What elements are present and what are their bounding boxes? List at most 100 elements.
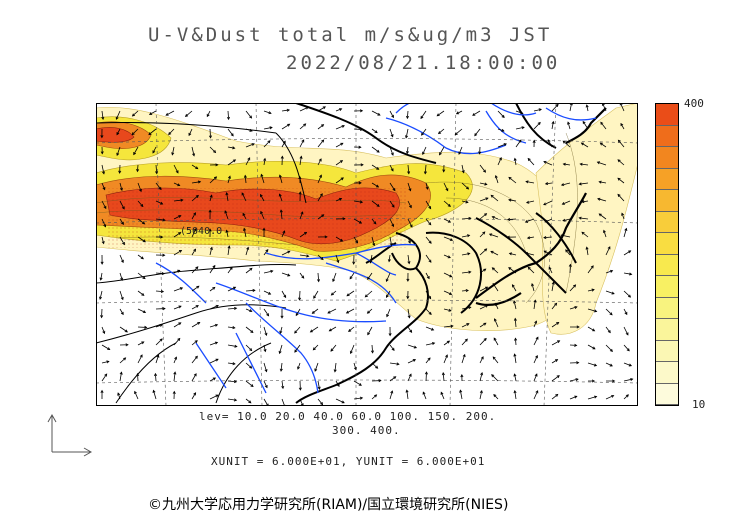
wind-vector [370, 254, 373, 263]
wind-vector [313, 344, 319, 351]
wind-vector-head [627, 294, 632, 298]
wind-vector-head [573, 284, 577, 288]
wind-vector-head [513, 157, 517, 161]
wind-vector [443, 340, 450, 346]
wind-vector [317, 175, 322, 184]
wind-vector [227, 267, 233, 274]
wind-vector-head [525, 180, 529, 184]
wind-vector-head [556, 321, 560, 325]
wind-vector-head [617, 177, 621, 181]
wind-vector [492, 216, 499, 220]
wind-vector-head [309, 329, 313, 333]
wind-vector [299, 123, 306, 130]
wind-vector-head [617, 193, 621, 197]
wind-vector [545, 218, 553, 223]
wind-vector-head [141, 341, 145, 345]
wind-vector [371, 182, 379, 188]
wind-vector [209, 247, 213, 256]
wind-vector [317, 124, 324, 130]
wind-vector-head [178, 249, 183, 253]
wind-vector [317, 139, 324, 148]
wind-vector-head [390, 390, 394, 394]
wind-vector [101, 373, 108, 382]
wind-vector-head [413, 345, 418, 349]
colorbar-swatch [656, 233, 678, 255]
wind-vector-head [215, 163, 219, 167]
wind-vector-head [447, 255, 451, 259]
wind-vector [495, 175, 499, 184]
wind-vector [137, 290, 145, 296]
wind-vector [389, 218, 394, 227]
colorbar-swatch [656, 297, 678, 319]
wind-vector [227, 286, 236, 292]
wind-vector [206, 110, 211, 117]
wind-vector [281, 272, 290, 277]
wind-vector-head [100, 261, 104, 265]
wind-vector-head [287, 273, 291, 277]
wind-vector-head [537, 121, 541, 126]
wind-vector [551, 302, 557, 310]
wind-vector-head [152, 150, 156, 154]
wind-vector-head [405, 135, 409, 139]
wind-vector-head [594, 309, 598, 313]
wind-vector-head [513, 300, 517, 304]
wind-vector-head [209, 246, 213, 250]
wind-vector [533, 337, 539, 346]
wind-vector [389, 236, 392, 246]
wind-vector [335, 108, 342, 112]
wind-vector-head [494, 174, 498, 179]
wind-vector [173, 338, 181, 346]
wind-vector-head [494, 302, 498, 306]
wind-vector [443, 308, 452, 312]
wind-vector-head [138, 188, 142, 193]
wind-vector [458, 146, 463, 155]
wind-vector [561, 234, 571, 238]
wind-vector-head [162, 307, 166, 311]
wind-vector-head [124, 329, 128, 333]
wind-vector-head [251, 143, 255, 146]
wind-vector-head [142, 276, 146, 280]
wind-vector [310, 326, 319, 333]
wind-vector-head [524, 251, 529, 255]
wind-vector-head [446, 340, 451, 344]
wind-vector-head [598, 180, 602, 184]
wind-vector-head [120, 259, 124, 264]
wind-vector-head [482, 231, 486, 235]
wind-vector [617, 177, 625, 184]
wind-vector-head [508, 198, 512, 202]
wind-vector [280, 210, 283, 220]
wind-vector-head [194, 355, 198, 359]
wind-vector-head [206, 113, 210, 118]
wind-vector [244, 175, 247, 184]
wind-vector-head [514, 337, 518, 341]
wind-vector-head [208, 135, 212, 139]
wind-vector [514, 318, 517, 328]
lat-lon-grid [96, 103, 638, 406]
wind-vector-head [300, 211, 304, 215]
wind-vector [514, 390, 517, 400]
wind-vector-head [226, 116, 231, 121]
wind-vector [407, 374, 412, 382]
wind-vector [152, 146, 157, 154]
wind-vector-head [100, 151, 104, 155]
wind-vector-head [104, 373, 108, 377]
wind-vector-head [282, 230, 286, 234]
wind-vector [497, 143, 507, 148]
wind-vector [515, 110, 523, 114]
wind-vector-head [628, 250, 632, 254]
wind-vector [133, 146, 139, 155]
wind-vector [492, 267, 499, 274]
wind-vector-head [538, 108, 542, 112]
wind-vector-head [119, 187, 123, 192]
wind-vector [119, 272, 123, 281]
colorbar-swatch [656, 190, 678, 212]
dust-map: (5040.0 [96, 103, 638, 406]
wind-vector-head [378, 379, 382, 383]
wind-vector [245, 289, 255, 292]
wind-vector [551, 121, 554, 130]
wind-vector-head [303, 231, 308, 235]
wind-vector-head [100, 135, 104, 139]
wind-vector-head [447, 203, 451, 207]
wind-vector [527, 267, 535, 274]
wind-vector-head [374, 130, 378, 134]
